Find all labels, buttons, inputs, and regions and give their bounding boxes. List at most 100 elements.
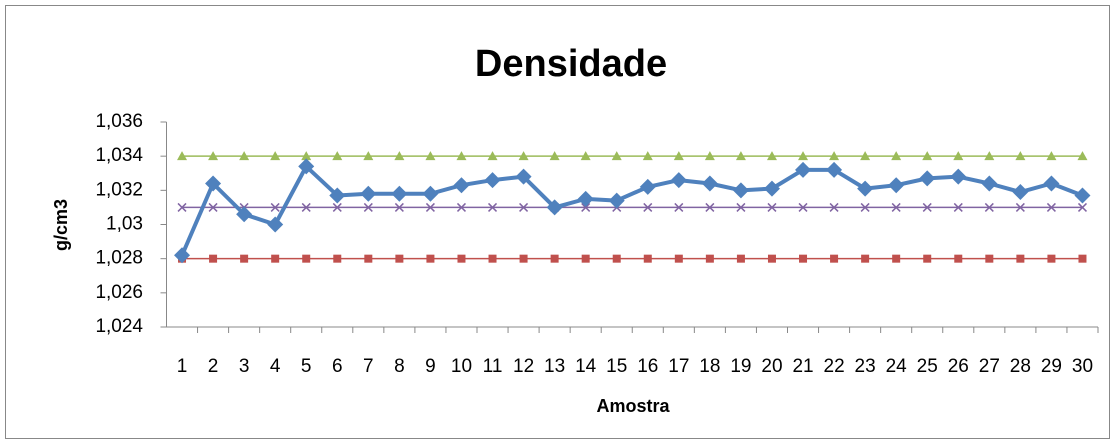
x-tick-label: 11 — [483, 356, 503, 377]
point — [426, 254, 435, 263]
point — [519, 202, 529, 212]
y-tick-label: 1,03 — [106, 214, 143, 235]
point — [643, 254, 652, 263]
point — [271, 254, 280, 263]
point — [798, 202, 808, 212]
point — [799, 254, 808, 263]
chart-title: Densidade — [475, 43, 667, 85]
point — [394, 151, 405, 161]
x-tick-label: 20 — [761, 356, 782, 377]
point — [270, 202, 280, 212]
point — [333, 254, 342, 263]
y-tick-label: 1,036 — [95, 111, 143, 132]
point — [581, 202, 591, 212]
point — [767, 254, 776, 263]
x-tick-label: 24 — [886, 356, 908, 377]
x-tick-label: 16 — [637, 356, 658, 377]
x-tick-label: 29 — [1041, 356, 1062, 377]
point — [177, 151, 188, 161]
point — [515, 168, 532, 185]
point — [830, 254, 839, 263]
point — [1078, 254, 1087, 263]
point — [736, 254, 745, 263]
point — [302, 254, 311, 263]
point — [860, 202, 870, 212]
y-tick-label: 1,024 — [95, 316, 143, 337]
point — [611, 151, 622, 161]
point — [984, 202, 994, 212]
point — [332, 151, 343, 161]
x-tick-label: 25 — [917, 356, 938, 377]
point — [364, 254, 373, 263]
point — [798, 151, 809, 161]
point — [732, 182, 749, 199]
point — [1012, 184, 1029, 201]
point — [239, 151, 250, 161]
point — [826, 161, 843, 178]
point — [519, 254, 528, 263]
point — [456, 151, 467, 161]
point — [701, 175, 718, 192]
point — [301, 202, 311, 212]
point — [487, 202, 498, 212]
point — [395, 254, 404, 263]
x-tick-label: 14 — [575, 356, 597, 377]
point — [236, 206, 253, 223]
x-tick-label: 28 — [1010, 356, 1031, 377]
point — [891, 202, 901, 212]
point — [674, 254, 683, 263]
point — [301, 151, 312, 161]
x-tick-label: 21 — [792, 356, 813, 377]
point — [550, 254, 559, 263]
point — [298, 158, 315, 175]
point — [1046, 202, 1056, 212]
point — [953, 151, 964, 161]
x-tick-label: 23 — [855, 356, 876, 377]
point — [209, 254, 218, 263]
point — [612, 254, 621, 263]
point — [484, 172, 501, 189]
x-tick-label: 1 — [177, 356, 188, 377]
y-tick-label: 1,032 — [95, 179, 143, 200]
point — [581, 254, 590, 263]
point — [270, 151, 281, 161]
point — [953, 202, 963, 212]
point — [674, 202, 684, 212]
point — [363, 151, 374, 161]
x-tick-label: 2 — [208, 356, 219, 377]
point — [922, 151, 933, 161]
point — [766, 151, 777, 161]
point — [457, 254, 466, 263]
x-tick-label: 30 — [1072, 356, 1093, 377]
y-tick-label: 1,028 — [95, 248, 143, 269]
point — [240, 254, 249, 263]
x-tick-label: 19 — [730, 356, 751, 377]
point — [422, 185, 439, 202]
point — [795, 161, 812, 178]
x-tick-label: 10 — [451, 356, 472, 377]
point — [332, 202, 342, 212]
point — [208, 202, 218, 212]
point — [1046, 151, 1057, 161]
point — [923, 254, 932, 263]
point — [546, 199, 563, 216]
x-tick-label: 9 — [425, 356, 436, 377]
x-tick-label: 18 — [699, 356, 720, 377]
x-tick-label: 17 — [668, 356, 689, 377]
point — [329, 187, 346, 204]
point — [518, 151, 529, 161]
point — [1015, 202, 1025, 212]
x-tick-label: 4 — [270, 356, 281, 377]
point — [174, 247, 191, 264]
point — [705, 254, 714, 263]
point — [177, 202, 187, 212]
point — [985, 254, 994, 263]
point — [1077, 151, 1088, 161]
point — [1016, 254, 1025, 263]
x-tick-label: 13 — [544, 356, 565, 377]
point — [735, 151, 746, 161]
point — [425, 202, 435, 212]
point — [1047, 254, 1056, 263]
point — [861, 254, 870, 263]
